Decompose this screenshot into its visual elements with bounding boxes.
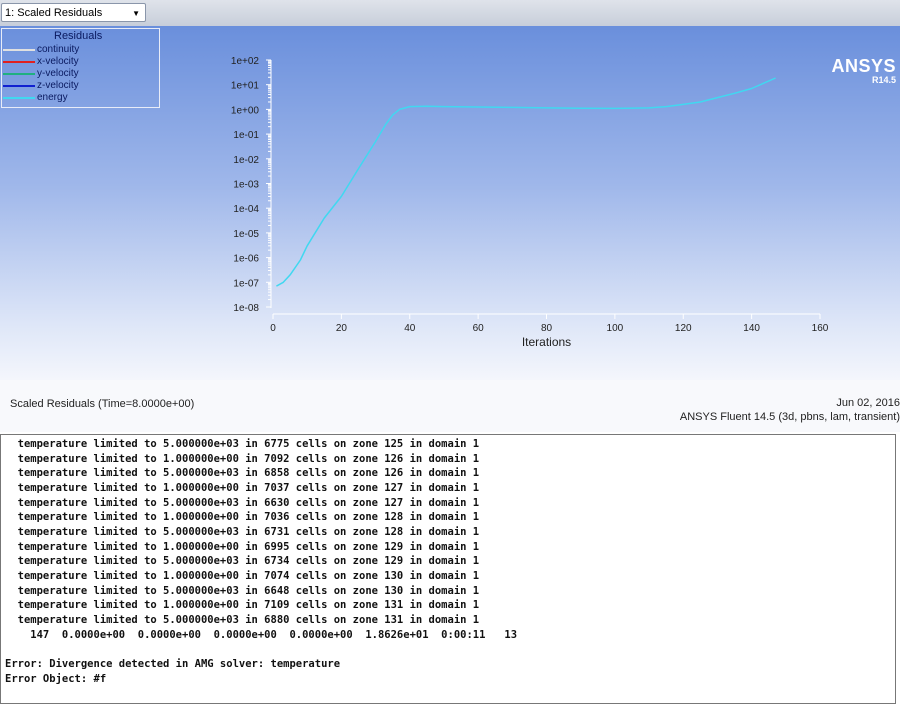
- x-tick-label: 160: [812, 323, 829, 334]
- legend: Residuals continuity x-velocity y-velocity…: [1, 28, 160, 108]
- y-tick-label: 1e+00: [231, 105, 260, 116]
- console-line: temperature limited to 1.000000e+00 in 7…: [5, 482, 480, 494]
- legend-item: y-velocity: [2, 68, 157, 80]
- y-tick-label: 1e-08: [233, 303, 259, 314]
- x-tick-label: 20: [336, 323, 348, 334]
- y-tick-label: 1e-07: [233, 278, 259, 289]
- console-line: temperature limited to 5.000000e+03 in 6…: [5, 614, 480, 627]
- console-output[interactable]: temperature limited to 5.000000e+03 in 6…: [0, 434, 896, 704]
- legend-swatch: [3, 85, 35, 87]
- console-line: Error: Divergence detected in AMG solver…: [5, 658, 341, 671]
- y-tick-label: 1e-02: [233, 155, 259, 166]
- legend-item: x-velocity: [2, 56, 157, 68]
- plot-date: Jun 02, 2016: [836, 397, 900, 409]
- console-line: Error Object: #f: [5, 672, 107, 685]
- console-line: temperature limited to 5.000000e+03 in 6…: [5, 526, 480, 539]
- y-tick-label: 1e+01: [231, 81, 260, 92]
- legend-label: continuity: [37, 44, 80, 55]
- y-tick-label: 1e+02: [231, 56, 260, 67]
- legend-item: continuity: [2, 44, 157, 56]
- plot-footer: Scaled Residuals (Time=8.0000e+00) Jun 0…: [0, 380, 900, 432]
- console-line: temperature limited to 1.000000e+00 in 6…: [5, 540, 480, 553]
- ansys-logo: ANSYS R14.5: [831, 56, 896, 85]
- console-line: temperature limited to 5.000000e+03 in 6…: [5, 496, 480, 509]
- series-line-energy: [276, 77, 776, 287]
- legend-swatch: [3, 73, 35, 75]
- legend-swatch: [3, 49, 35, 51]
- legend-item: z-velocity: [2, 80, 157, 92]
- legend-label: x-velocity: [37, 56, 79, 67]
- x-tick-label: 0: [270, 323, 276, 334]
- dropdown-value: 1: Scaled Residuals: [5, 7, 103, 19]
- console-line: temperature limited to 5.000000e+03 in 6…: [5, 467, 480, 480]
- legend-label: y-velocity: [37, 68, 79, 79]
- legend-swatch: [3, 61, 35, 63]
- plot-caption: Scaled Residuals (Time=8.0000e+00): [10, 398, 195, 410]
- graphics-window-select[interactable]: 1: Scaled Residuals ▼: [1, 3, 146, 22]
- console-line: temperature limited to 5.000000e+03 in 6…: [5, 438, 480, 450]
- y-tick-label: 1e-06: [233, 254, 259, 265]
- y-tick-label: 1e-04: [233, 204, 259, 215]
- legend-label: energy: [37, 92, 68, 103]
- x-tick-label: 60: [473, 323, 485, 334]
- chevron-down-icon: ▼: [132, 9, 140, 18]
- solver-version: ANSYS Fluent 14.5 (3d, pbns, lam, transi…: [679, 411, 900, 423]
- x-tick-label: 140: [743, 323, 760, 334]
- console-line: temperature limited to 1.000000e+00 in 7…: [5, 599, 480, 612]
- console-line: temperature limited to 5.000000e+03 in 6…: [5, 584, 480, 597]
- toolbar: 1: Scaled Residuals ▼: [0, 0, 900, 26]
- legend-label: z-velocity: [37, 80, 79, 91]
- residuals-chart: 1e+02 1e+01 1e+00 1e-01 1e-02 1e-03 1e-04 1e-05…: [231, 56, 829, 349]
- console-line: temperature limited to 5.000000e+03 in 6…: [5, 555, 480, 568]
- console-line: temperature limited to 1.000000e+00 in 7…: [5, 570, 480, 583]
- legend-item: energy: [2, 92, 157, 104]
- residuals-plot[interactable]: 1e+02 1e+01 1e+00 1e-01 1e-02 1e-03 1e-04 1e-05…: [0, 26, 900, 380]
- x-axis-label: Iterations: [522, 335, 571, 349]
- x-tick-label: 120: [675, 323, 692, 334]
- console-line: temperature limited to 1.000000e+00 in 7…: [5, 511, 480, 524]
- y-tick-label: 1e-03: [233, 180, 259, 191]
- x-tick-label: 80: [541, 323, 553, 334]
- x-tick-label: 40: [404, 323, 416, 334]
- console-line: temperature limited to 1.000000e+00 in 7…: [5, 452, 480, 465]
- legend-swatch: [3, 97, 35, 99]
- console-line: 147 0.0000e+00 0.0000e+00 0.0000e+00 0.0…: [5, 628, 518, 641]
- legend-title: Residuals: [54, 30, 103, 42]
- y-tick-label: 1e-05: [233, 229, 259, 240]
- x-tick-label: 100: [607, 323, 624, 334]
- y-tick-label: 1e-01: [233, 130, 259, 141]
